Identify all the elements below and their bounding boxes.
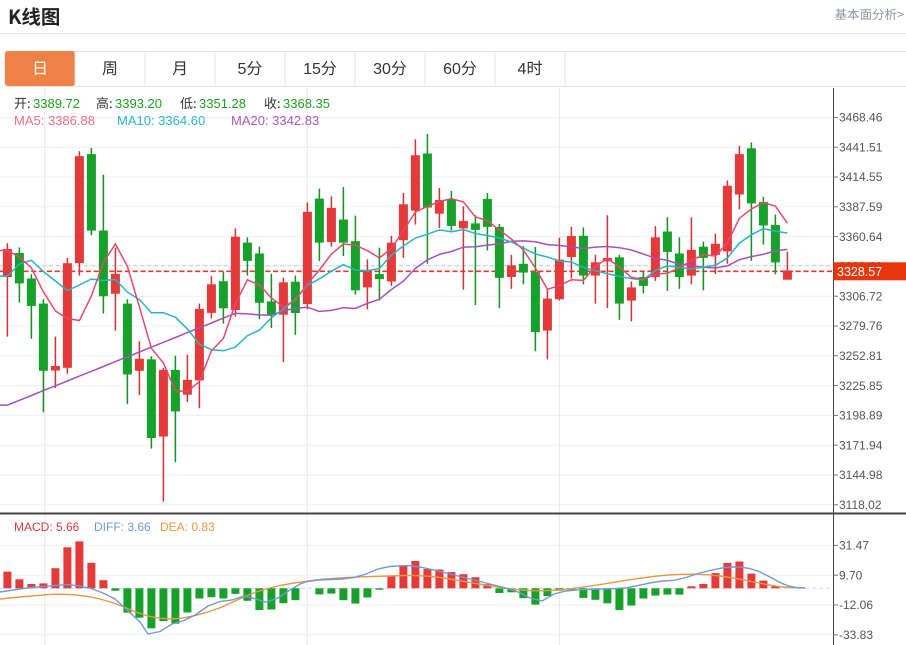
svg-text:3368.35: 3368.35 — [283, 96, 330, 111]
svg-text:3351.28: 3351.28 — [199, 96, 246, 111]
svg-text:MA20: 3342.83: MA20: 3342.83 — [231, 113, 319, 128]
svg-text:3414.55: 3414.55 — [839, 170, 883, 184]
svg-text:31.47: 31.47 — [839, 539, 869, 553]
svg-text:9.70: 9.70 — [839, 568, 863, 582]
svg-text:60: 60 — [443, 61, 461, 78]
svg-text:3441.51: 3441.51 — [839, 140, 883, 154]
svg-text:4: 4 — [518, 61, 527, 78]
svg-text:3360.64: 3360.64 — [839, 230, 883, 244]
svg-text:3171.94: 3171.94 — [839, 438, 883, 452]
svg-text:3393.20: 3393.20 — [115, 96, 162, 111]
svg-text:MACD: 5.66: MACD: 5.66 — [14, 520, 80, 534]
svg-text:3328.57: 3328.57 — [837, 265, 882, 279]
svg-text:-12.06: -12.06 — [839, 598, 873, 612]
svg-text:3387.59: 3387.59 — [839, 200, 883, 214]
svg-text:3118.02: 3118.02 — [839, 498, 882, 512]
svg-text:5: 5 — [238, 61, 247, 78]
svg-text:MA5: 3386.88: MA5: 3386.88 — [14, 113, 95, 128]
svg-text:-33.83: -33.83 — [839, 628, 873, 642]
svg-text:3389.72: 3389.72 — [33, 96, 80, 111]
svg-text:MA10: 3364.60: MA10: 3364.60 — [117, 113, 205, 128]
svg-text:3306.72: 3306.72 — [839, 289, 883, 303]
svg-text:3279.76: 3279.76 — [839, 319, 883, 333]
svg-text:3252.81: 3252.81 — [839, 349, 883, 363]
svg-text:DIFF: 3.66: DIFF: 3.66 — [94, 520, 151, 534]
svg-text:30: 30 — [373, 61, 391, 78]
svg-text:3198.89: 3198.89 — [839, 409, 883, 423]
svg-text:3144.98: 3144.98 — [839, 468, 883, 482]
svg-text:3225.85: 3225.85 — [839, 379, 883, 393]
svg-text:DEA: 0.83: DEA: 0.83 — [160, 520, 215, 534]
svg-text:3468.46: 3468.46 — [839, 111, 883, 125]
svg-text:15: 15 — [303, 61, 321, 78]
